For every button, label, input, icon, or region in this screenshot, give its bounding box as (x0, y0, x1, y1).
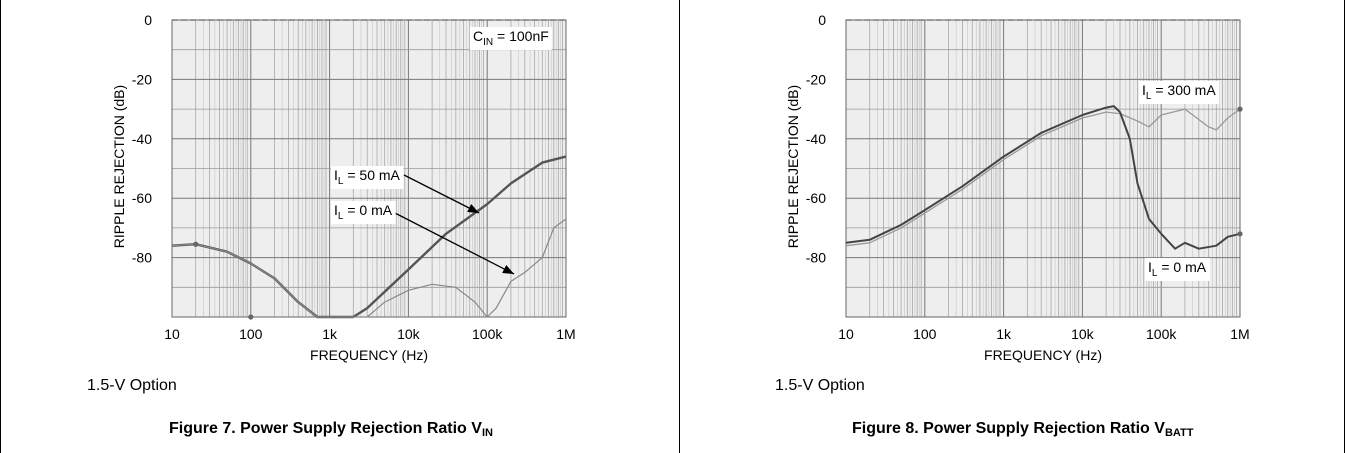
annotation-il-300ma-sub: L (1146, 91, 1152, 102)
y-tick-label: -40 (132, 131, 152, 147)
y-axis-label: RIPPLE REJECTION (dB) (111, 85, 127, 248)
annotation-il-50ma-rest: = 50 mA (343, 167, 400, 183)
annotation-il-0ma-sub: L (1152, 268, 1158, 279)
annotation-il-0ma-bg (331, 201, 396, 224)
figure-7-panel: 0 -20 -40 -60 -80 10 100 1k 10k 100k 1M FREQUENCY (… (0, 0, 680, 453)
series-il-0ma (845, 105, 1241, 250)
annotation-il-50ma-bg (331, 166, 404, 189)
data-point-marker (1237, 106, 1243, 112)
figure-7-chart: 0 -20 -40 -60 -80 10 100 1k 10k 100k 1M FREQUENCY (… (111, 12, 576, 363)
figure-7-caption-main: Figure 7. Power Supply Rejection Ratio V (169, 420, 482, 437)
y-tick-label: -60 (132, 190, 152, 206)
figure-8-chart: 0 -20 -40 -60 -80 10 100 1k 10k 100k 1M FREQUENCY (… (785, 12, 1250, 363)
annotation-il-0ma-base: I (334, 202, 338, 218)
annotation-il-0ma: IL = 0 mA (1148, 259, 1207, 279)
y-axis-label: RIPPLE REJECTION (dB) (785, 85, 801, 248)
arrow-il-0ma (392, 211, 515, 275)
annotation-il-300ma-base: I (1142, 82, 1146, 98)
x-axis-label: FREQUENCY (Hz) (984, 347, 1102, 363)
annotation-il-0ma-rest: = 0 mA (1157, 259, 1206, 275)
figure-8-option-label: 1.5-V Option (775, 377, 865, 394)
y-tick-label: -60 (806, 190, 826, 206)
x-tick-label: 100 (913, 326, 937, 342)
annotation-cin-base: C (473, 28, 483, 44)
y-tick-label: 0 (818, 12, 826, 28)
figure-8-panel: 0 -20 -40 -60 -80 10 100 1k 10k 100k 1M FREQUENCY (… (680, 0, 1345, 453)
annotation-il-0ma-bg (1145, 258, 1210, 281)
x-tick-label: 10 (164, 326, 180, 342)
y-tick-label: -20 (132, 71, 152, 87)
x-tick-label: 100k (472, 326, 503, 342)
annotation-cin-sub: IN (483, 37, 493, 48)
annotation-cin: CIN = 100nF (473, 28, 549, 48)
plot-frame (171, 19, 567, 318)
figure-8-caption: Figure 8. Power Supply Rejection Ratio V… (852, 420, 1193, 439)
annotation-il-300ma: IL = 300 mA (1142, 82, 1216, 102)
annotation-cin-bg (470, 27, 552, 50)
y-tick-label: 0 (144, 12, 152, 28)
x-tick-label: 1k (996, 326, 1012, 342)
figure-8-caption-main: Figure 8. Power Supply Rejection Ratio V (852, 420, 1165, 437)
arrow-il-50ma-head (467, 204, 479, 213)
figure-7-caption-sub: IN (481, 427, 493, 439)
figure-7-option-label: 1.5-V Option (87, 377, 177, 394)
data-point-marker (193, 241, 199, 247)
y-tick-label: -20 (806, 71, 826, 87)
annotation-il-0ma: IL = 0 mA (334, 202, 393, 222)
annotation-il-300ma-rest: = 300 mA (1151, 82, 1216, 98)
x-tick-label: 1M (556, 326, 575, 342)
series-il-300ma (845, 108, 1241, 247)
x-tick-label: 1M (1230, 326, 1249, 342)
data-point-marker (1237, 231, 1243, 237)
annotation-il-300ma-bg (1139, 81, 1220, 104)
annotation-il-50ma-sub: L (338, 176, 344, 187)
x-tick-label: 100 (239, 326, 263, 342)
annotation-il-0ma-sub: L (338, 211, 344, 222)
arrow-il-50ma (403, 174, 480, 214)
figure-7-caption: Figure 7. Power Supply Rejection Ratio V… (169, 420, 493, 439)
annotation-il-0ma-rest: = 0 mA (343, 202, 392, 218)
x-tick-label: 10k (1071, 326, 1095, 342)
y-tick-label: -40 (806, 131, 826, 147)
annotation-il-50ma: IL = 50 mA (334, 167, 401, 187)
y-tick-label: -80 (132, 250, 152, 266)
annotation-il-0ma-base: I (1148, 259, 1152, 275)
annotation-il-50ma-base: I (334, 167, 338, 183)
x-tick-label: 1k (322, 326, 338, 342)
annotation-cin-rest: = 100nF (493, 28, 549, 44)
data-point-marker (248, 314, 254, 320)
figure-8-caption-sub: BATT (1164, 427, 1194, 439)
x-tick-label: 100k (1146, 326, 1177, 342)
x-axis-label: FREQUENCY (Hz) (310, 347, 428, 363)
series-il-0ma (171, 218, 567, 318)
y-tick-label: -80 (806, 250, 826, 266)
x-tick-label: 10k (397, 326, 421, 342)
plot-frame (845, 19, 1241, 318)
x-tick-label: 10 (838, 326, 854, 342)
arrow-il-0ma-head (502, 264, 514, 274)
